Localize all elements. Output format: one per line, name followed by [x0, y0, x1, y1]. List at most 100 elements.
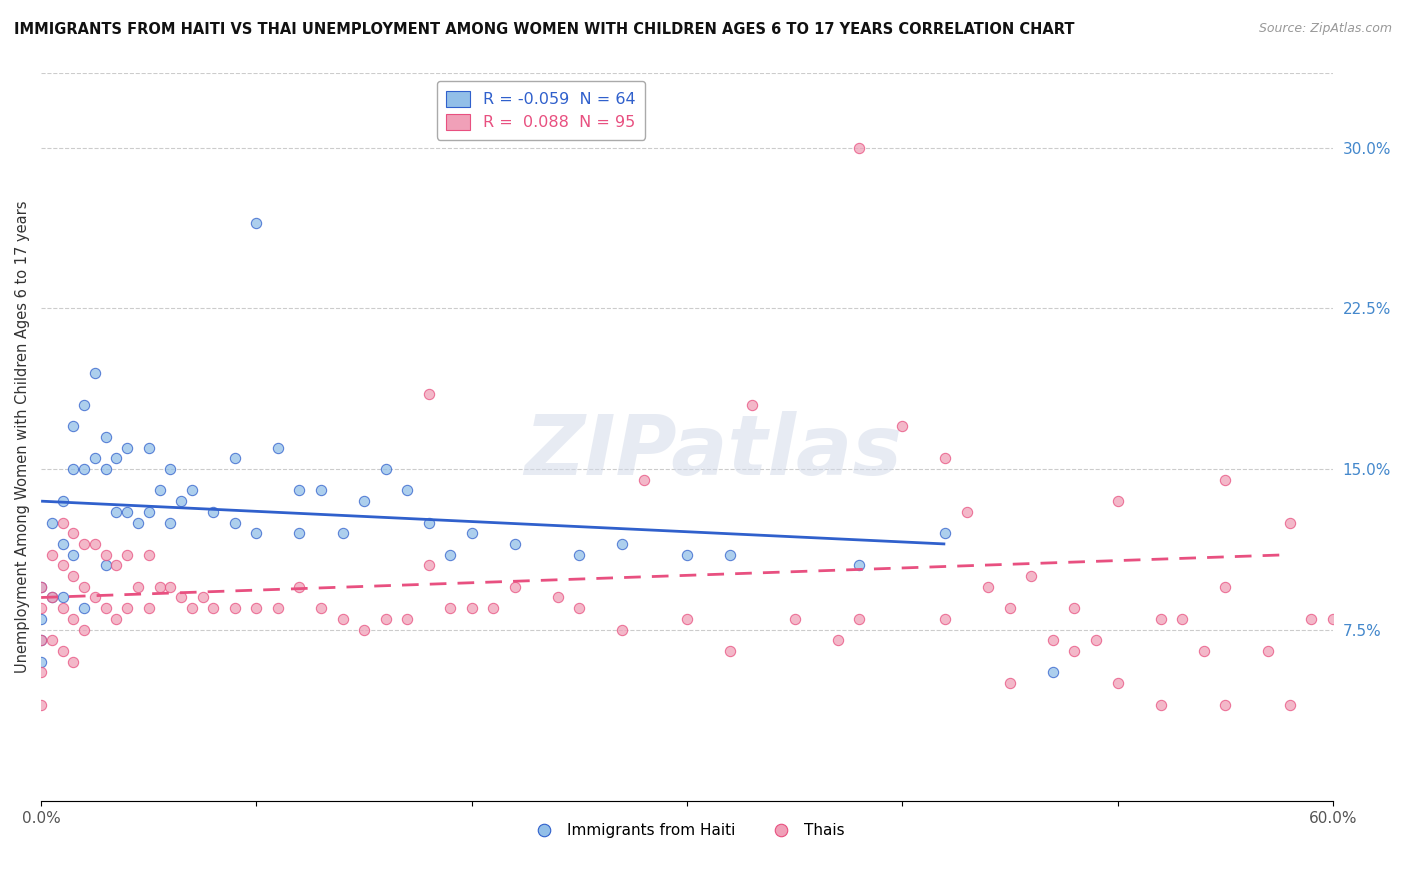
Point [396, 612, 419, 626]
Point [1149, 612, 1171, 626]
Point [1063, 601, 1085, 615]
Point [1042, 665, 1064, 680]
Point [396, 483, 419, 498]
Text: IMMIGRANTS FROM HAITI VS THAI UNEMPLOYMENT AMONG WOMEN WITH CHILDREN AGES 6 TO 1: IMMIGRANTS FROM HAITI VS THAI UNEMPLOYME… [14, 22, 1074, 37]
Point [62, 655, 84, 669]
Point [73, 580, 96, 594]
Point [224, 451, 246, 466]
Point [1107, 494, 1129, 508]
Point [934, 526, 956, 541]
Point [127, 580, 149, 594]
Point [30, 612, 52, 626]
Point [374, 462, 396, 476]
Y-axis label: Unemployment Among Women with Children Ages 6 to 17 years: Unemployment Among Women with Children A… [15, 201, 30, 673]
Point [105, 451, 128, 466]
Point [547, 591, 569, 605]
Point [41, 591, 63, 605]
Point [62, 419, 84, 434]
Point [633, 473, 655, 487]
Point [332, 612, 354, 626]
Point [1278, 516, 1301, 530]
Point [245, 601, 267, 615]
Point [41, 516, 63, 530]
Point [170, 494, 193, 508]
Point [52, 558, 75, 573]
Point [439, 548, 461, 562]
Legend: Immigrants from Haiti, Thais: Immigrants from Haiti, Thais [523, 817, 851, 844]
Point [1107, 676, 1129, 690]
Point [52, 516, 75, 530]
Point [309, 483, 332, 498]
Point [94, 548, 117, 562]
Point [934, 451, 956, 466]
Point [73, 398, 96, 412]
Point [418, 558, 440, 573]
Point [30, 665, 52, 680]
Point [105, 505, 128, 519]
Point [676, 612, 699, 626]
Point [568, 548, 591, 562]
Point [30, 633, 52, 648]
Point [84, 537, 107, 551]
Point [52, 591, 75, 605]
Point [1042, 633, 1064, 648]
Point [245, 526, 267, 541]
Point [503, 580, 526, 594]
Point [115, 441, 138, 455]
Point [224, 601, 246, 615]
Point [73, 462, 96, 476]
Point [1084, 633, 1107, 648]
Point [73, 623, 96, 637]
Point [30, 633, 52, 648]
Point [1257, 644, 1279, 658]
Point [288, 526, 311, 541]
Point [612, 623, 634, 637]
Point [115, 601, 138, 615]
Point [374, 612, 396, 626]
Point [30, 580, 52, 594]
Point [159, 462, 181, 476]
Point [1213, 473, 1236, 487]
Point [1213, 580, 1236, 594]
Point [52, 537, 75, 551]
Point [62, 548, 84, 562]
Point [30, 580, 52, 594]
Point [138, 601, 160, 615]
Point [1171, 612, 1194, 626]
Point [503, 537, 526, 551]
Point [202, 505, 225, 519]
Point [73, 537, 96, 551]
Point [148, 483, 170, 498]
Point [891, 419, 914, 434]
Point [73, 601, 96, 615]
Point [159, 580, 181, 594]
Point [94, 430, 117, 444]
Point [224, 516, 246, 530]
Point [41, 633, 63, 648]
Point [439, 601, 461, 615]
Point [1322, 612, 1344, 626]
Point [41, 591, 63, 605]
Point [30, 601, 52, 615]
Point [30, 698, 52, 712]
Point [84, 591, 107, 605]
Point [783, 612, 806, 626]
Point [1063, 644, 1085, 658]
Point [94, 558, 117, 573]
Point [105, 558, 128, 573]
Point [148, 580, 170, 594]
Point [568, 601, 591, 615]
Point [288, 580, 311, 594]
Point [612, 537, 634, 551]
Point [956, 505, 979, 519]
Point [267, 441, 290, 455]
Point [1278, 698, 1301, 712]
Point [127, 516, 149, 530]
Point [460, 526, 482, 541]
Point [138, 441, 160, 455]
Point [170, 591, 193, 605]
Point [848, 141, 870, 155]
Point [138, 505, 160, 519]
Text: Source: ZipAtlas.com: Source: ZipAtlas.com [1258, 22, 1392, 36]
Point [138, 548, 160, 562]
